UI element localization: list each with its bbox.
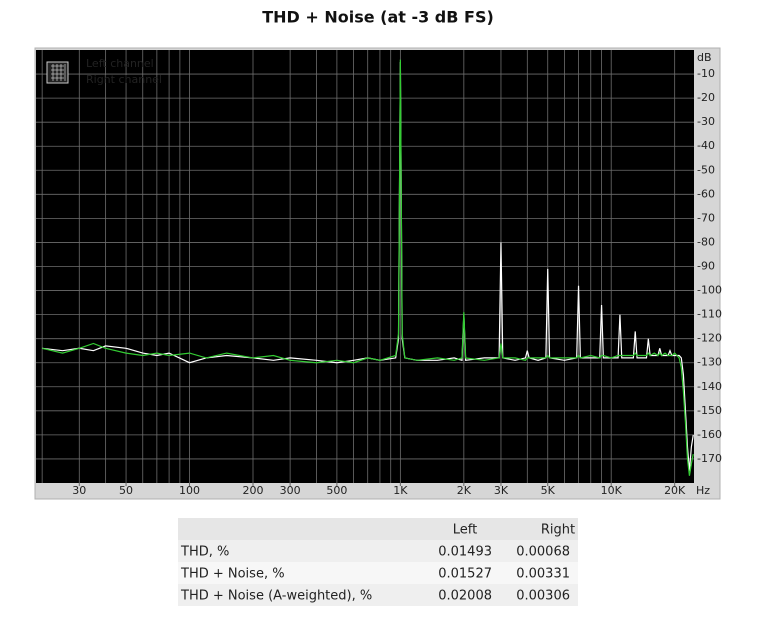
x-tick-label: 3K — [494, 484, 509, 497]
chart-title: THD + Noise (at -3 dB FS) — [262, 8, 494, 27]
y-tick-label: -20 — [697, 91, 715, 104]
y-tick-label: -160 — [697, 428, 722, 441]
y-tick-label: -60 — [697, 187, 715, 200]
y-tick-label: -30 — [697, 115, 715, 128]
y-tick-label: -40 — [697, 139, 715, 152]
series-line — [42, 59, 694, 476]
y-unit: dB — [697, 51, 712, 64]
table-cell: 0.02008 — [438, 589, 492, 604]
legend — [46, 61, 69, 84]
legend-label: Right channel — [86, 73, 162, 86]
x-unit: Hz — [696, 484, 710, 497]
x-tick-label: 100 — [179, 484, 200, 497]
legend-label: Left channel — [86, 57, 154, 70]
y-tick-label: -50 — [697, 163, 715, 176]
x-tick-label: 500 — [326, 484, 347, 497]
table-row-label: THD + Noise, % — [180, 567, 285, 582]
table-row — [178, 562, 578, 584]
y-tick-label: -150 — [697, 404, 722, 417]
y-tick-label: -70 — [697, 211, 715, 224]
table-row-label: THD + Noise (A-weighted), % — [180, 589, 372, 604]
table-row — [178, 584, 578, 606]
x-tick-label: 2K — [457, 484, 472, 497]
y-tick-label: -130 — [697, 356, 722, 369]
x-tick-label: 10K — [601, 484, 623, 497]
x-tick-label: 1K — [393, 484, 408, 497]
y-tick-label: -90 — [697, 260, 715, 273]
x-tick-label: 200 — [242, 484, 263, 497]
y-tick-label: -140 — [697, 380, 722, 393]
table-header: Left — [453, 523, 477, 538]
table-cell: 0.00306 — [516, 589, 570, 604]
table-header: Right — [541, 523, 575, 538]
table-row — [178, 540, 578, 562]
x-tick-label: 30 — [72, 484, 86, 497]
table-cell: 0.00068 — [516, 545, 570, 560]
table-cell: 0.01493 — [438, 545, 492, 560]
table-row-label: THD, % — [180, 545, 229, 560]
x-tick-label: 50 — [119, 484, 133, 497]
y-tick-label: -110 — [697, 308, 722, 321]
y-tick-label: -120 — [697, 332, 722, 345]
x-tick-label: 5K — [541, 484, 556, 497]
table-header-row — [178, 518, 578, 540]
legend-icon-grid — [51, 64, 66, 81]
y-tick-label: -170 — [697, 452, 722, 465]
x-tick-label: 300 — [280, 484, 301, 497]
table-cell: 0.00331 — [516, 567, 570, 582]
y-tick-label: -80 — [697, 235, 715, 248]
y-tick-label: -100 — [697, 284, 722, 297]
y-tick-label: -10 — [697, 67, 715, 80]
table-cell: 0.01527 — [438, 567, 492, 582]
x-tick-label: 20K — [664, 484, 686, 497]
